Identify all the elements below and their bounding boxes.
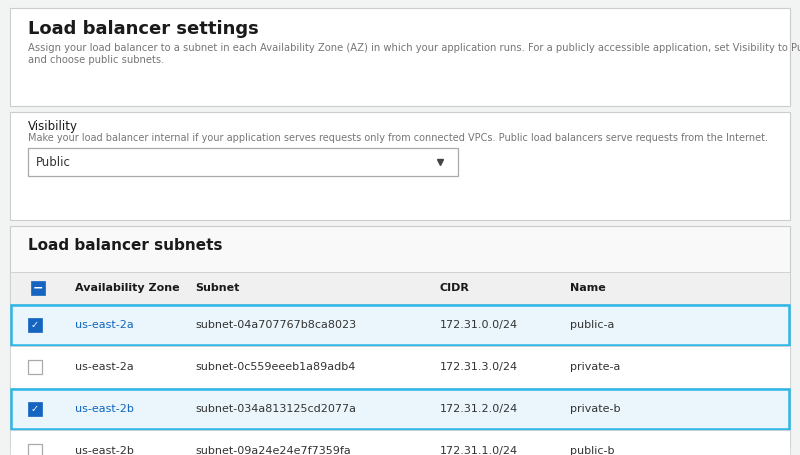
Bar bbox=[28, 148, 458, 176]
Bar bbox=[10, 112, 790, 220]
Text: and choose public subnets.: and choose public subnets. bbox=[28, 55, 164, 65]
Bar bbox=[28, 360, 42, 374]
Bar bbox=[10, 430, 790, 455]
Text: Load balancer subnets: Load balancer subnets bbox=[28, 238, 222, 253]
Text: Assign your load balancer to a subnet in each Availability Zone (AZ) in which yo: Assign your load balancer to a subnet in… bbox=[28, 43, 800, 53]
Text: CIDR: CIDR bbox=[440, 283, 470, 293]
Text: us-east-2b: us-east-2b bbox=[75, 446, 134, 455]
Bar bbox=[10, 346, 790, 388]
Bar bbox=[10, 272, 790, 304]
Text: Make your load balancer internal if your application serves requests only from c: Make your load balancer internal if your… bbox=[28, 133, 768, 143]
Text: Load balancer settings: Load balancer settings bbox=[28, 20, 258, 38]
Text: private-b: private-b bbox=[570, 404, 621, 414]
Text: subnet-034a813125cd2077a: subnet-034a813125cd2077a bbox=[195, 404, 356, 414]
Bar bbox=[11, 305, 789, 345]
Bar bbox=[28, 318, 42, 332]
Bar bbox=[28, 402, 42, 416]
Text: 172.31.2.0/24: 172.31.2.0/24 bbox=[440, 404, 518, 414]
Text: 172.31.3.0/24: 172.31.3.0/24 bbox=[440, 362, 518, 372]
Bar bbox=[28, 444, 42, 455]
Text: subnet-0c559eeeb1a89adb4: subnet-0c559eeeb1a89adb4 bbox=[195, 362, 355, 372]
Text: 172.31.1.0/24: 172.31.1.0/24 bbox=[440, 446, 518, 455]
Text: Availability Zone: Availability Zone bbox=[75, 283, 180, 293]
Text: ✓: ✓ bbox=[31, 404, 39, 414]
Text: Subnet: Subnet bbox=[195, 283, 239, 293]
Text: Public: Public bbox=[36, 156, 71, 168]
Text: Visibility: Visibility bbox=[28, 120, 78, 133]
Text: public-b: public-b bbox=[570, 446, 614, 455]
Bar bbox=[11, 389, 789, 429]
Text: subnet-09a24e24e7f7359fa: subnet-09a24e24e7f7359fa bbox=[195, 446, 350, 455]
Text: subnet-04a707767b8ca8023: subnet-04a707767b8ca8023 bbox=[195, 320, 356, 330]
Bar bbox=[31, 281, 45, 295]
Text: us-east-2a: us-east-2a bbox=[75, 362, 134, 372]
Text: −: − bbox=[33, 282, 43, 294]
Text: Name: Name bbox=[570, 283, 606, 293]
Text: public-a: public-a bbox=[570, 320, 614, 330]
Text: us-east-2a: us-east-2a bbox=[75, 320, 134, 330]
Bar bbox=[10, 226, 790, 448]
Text: us-east-2b: us-east-2b bbox=[75, 404, 134, 414]
Text: private-a: private-a bbox=[570, 362, 620, 372]
Bar bbox=[10, 8, 790, 106]
Text: ✓: ✓ bbox=[31, 320, 39, 330]
Text: 172.31.0.0/24: 172.31.0.0/24 bbox=[440, 320, 518, 330]
